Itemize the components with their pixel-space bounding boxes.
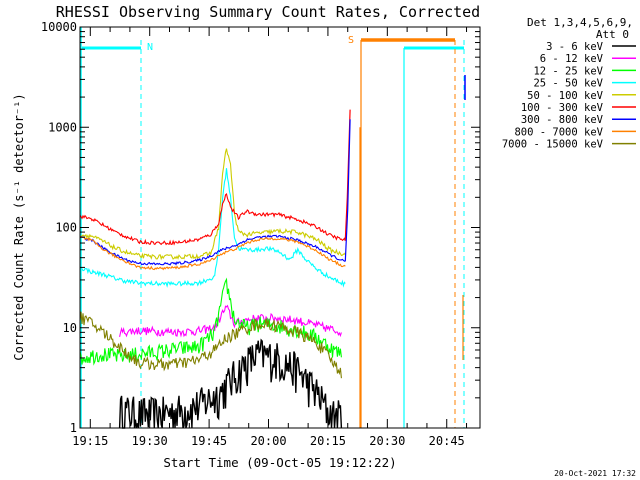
x-tick-label: 20:45 xyxy=(429,434,465,448)
legend-entry-label: 800 - 7000 keV xyxy=(514,126,603,138)
x-tick-label: 20:00 xyxy=(250,434,286,448)
legend-header: Det 1,3,4,5,6,9, Att 0 xyxy=(527,16,633,41)
y-tick-label: 1000 xyxy=(48,120,77,134)
series-line xyxy=(79,277,342,366)
legend-header-line: Det 1,3,4,5,6,9, xyxy=(527,16,633,29)
series-line xyxy=(79,311,342,379)
legend-header-line: Att 0 xyxy=(596,28,629,41)
legend-entry-label: 12 - 25 keV xyxy=(533,65,603,77)
x-tick-label: 20:15 xyxy=(310,434,346,448)
y-tick-label: 10 xyxy=(63,321,77,335)
x-tick-label: 19:15 xyxy=(72,434,108,448)
series-line xyxy=(118,338,343,429)
series-line xyxy=(79,148,346,261)
legend-entry-label: 3 - 6 keV xyxy=(546,41,604,53)
y-tick-label: 1 xyxy=(70,421,77,435)
legend-entry-label: 6 - 12 keV xyxy=(540,53,604,65)
axis-ticks: 1 10 100 1000 10000 19:15 19:30 19:45 20:00 20:15… xyxy=(41,20,480,448)
annotation-label: S xyxy=(348,35,354,46)
series-line xyxy=(119,304,342,338)
chart-title: RHESSI Observing Summary Count Rates, Co… xyxy=(56,3,480,21)
x-axis-label: Start Time (09-Oct-05 19:12:22) xyxy=(163,455,396,470)
x-tick-label: 20:30 xyxy=(369,434,405,448)
annotation-label: N xyxy=(147,42,153,53)
series-spike xyxy=(344,119,351,262)
x-tick-label: 19:45 xyxy=(191,434,227,448)
footer-date: 20-Oct-2021 17:32 xyxy=(554,469,636,478)
legend-entry-label: 100 - 300 keV xyxy=(521,102,604,114)
y-axis-label: Corrected Count Rate (s⁻¹ detector⁻¹) xyxy=(12,93,26,360)
y-tick-label: 10000 xyxy=(41,20,77,34)
series-line xyxy=(79,168,346,288)
legend-entry-label: 7000 - 15000 keV xyxy=(502,139,604,151)
x-tick-label: 19:30 xyxy=(132,434,168,448)
series-line xyxy=(79,235,346,271)
legend-entry-label: 300 - 800 keV xyxy=(521,114,604,126)
series-line xyxy=(79,192,346,246)
legend-entry-label: 25 - 50 keV xyxy=(533,78,603,90)
legend-entry-label: 50 - 100 keV xyxy=(527,90,604,102)
y-tick-label: 100 xyxy=(55,221,77,235)
series-line xyxy=(79,234,346,266)
series-layer xyxy=(79,75,466,429)
